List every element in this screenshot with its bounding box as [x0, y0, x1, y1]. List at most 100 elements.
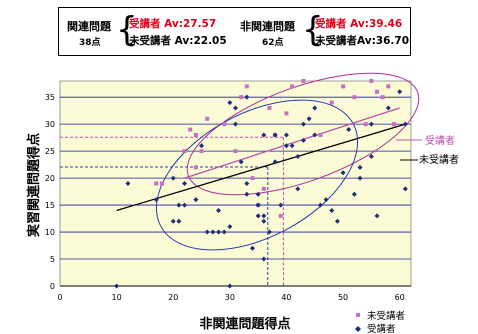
untrained-point-58	[402, 186, 408, 192]
untrained-point-16	[227, 100, 233, 106]
y-axis-label: 実習関連問題得点	[26, 133, 42, 237]
trained-line-label: 受講者	[425, 134, 455, 147]
untrained-point-12	[216, 229, 222, 235]
untrained-point-50	[351, 191, 357, 197]
average-reference-lines	[60, 136, 284, 286]
unrelated-brace: {	[302, 10, 324, 50]
untrained-point-55	[374, 213, 380, 219]
untrained-point-7	[182, 181, 188, 186]
summary-box: 関連問題 38点 { 受講者 Av:27.57 未受講者 Av:22.05 非関…	[58, 7, 411, 56]
trained-point-28	[380, 95, 385, 100]
untrained-point-1	[125, 181, 131, 186]
trained-point-20	[301, 79, 306, 83]
tick-labels: 0 5 10 15 20 25 30 35 0 10 20 30 40 50 60	[45, 93, 405, 302]
legend-untrained-label: 未受講者	[367, 310, 405, 322]
x-tick-label-60: 60	[395, 293, 405, 302]
untrained-point-27	[261, 132, 267, 138]
y-tick-label-30: 30	[45, 120, 55, 129]
untrained-point-46	[329, 207, 335, 213]
untrained-point-54	[368, 154, 374, 160]
untrained-point-39	[300, 137, 306, 143]
trained-point-6	[199, 149, 204, 154]
untrained-point-60	[227, 283, 233, 289]
untrained-point-0	[114, 283, 120, 289]
untrained-point-61	[182, 202, 188, 208]
trained-point-27	[375, 89, 380, 94]
untrained-point-17	[233, 105, 238, 111]
legend-untrained-marker	[356, 313, 360, 317]
untrained-point-51	[357, 164, 363, 170]
untrained-point-49	[346, 127, 352, 133]
untrained-point-8	[193, 197, 199, 203]
plot-area	[59, 80, 412, 287]
trained-point-26	[369, 79, 374, 83]
untrained-point-34	[283, 143, 289, 149]
trained-ellipse	[186, 72, 420, 196]
untrained-point-5	[176, 218, 182, 224]
untrained-point-59	[402, 121, 408, 127]
untrained-point-52	[357, 175, 363, 181]
untrained-point-44	[317, 202, 323, 208]
unrelated-summary: 非関連問題 62点 { 受講者 Av:39.46 未受講者Av:36.70	[234, 8, 412, 55]
trained-point-30	[392, 122, 397, 127]
trained-point-17	[278, 213, 283, 218]
trained-point-18	[284, 111, 289, 116]
x-axis-label: 非関連問題得点	[199, 316, 290, 332]
y-tick-label-15: 15	[45, 201, 55, 210]
untrained-point-26	[261, 256, 267, 262]
untrained-point-38	[295, 186, 301, 192]
y-tick-label-0: 0	[50, 282, 55, 291]
x-tick-label-30: 30	[225, 293, 235, 302]
related-trained-line: 受講者 Av:27.57	[129, 16, 216, 31]
related-trained-label: 受講者	[129, 18, 161, 30]
trained-point-11	[244, 84, 249, 89]
trained-point-14	[261, 186, 266, 191]
trained-point-29	[386, 84, 391, 89]
trained-point-7	[205, 116, 210, 121]
untrained-point-15	[227, 224, 233, 230]
untrained-point-6	[176, 202, 182, 208]
untrained-point-25	[255, 213, 261, 219]
related-untrained-av: Av:22.05	[174, 35, 227, 47]
trained-point-25	[363, 122, 368, 127]
untrained-point-31	[272, 132, 278, 138]
y-tick-label-10: 10	[45, 228, 55, 237]
y-tick-label-20: 20	[45, 174, 55, 183]
untrained-point-21	[244, 191, 250, 197]
untrained-point-24	[255, 191, 261, 197]
untrained-point-33	[278, 202, 284, 208]
untrained-point-3	[170, 175, 176, 181]
trained-point-19	[290, 84, 295, 89]
trained-point-4	[193, 165, 198, 170]
untrained-point-9	[199, 143, 205, 149]
untrained-point-47	[334, 218, 340, 224]
unrelated-name: 非関連問題	[240, 20, 295, 33]
x-tick-label-40: 40	[281, 293, 291, 302]
untrained-line-label: 未受講者	[419, 153, 459, 166]
unrelated-trained-av: Av:39.46	[350, 18, 403, 30]
trained-point-23	[341, 84, 346, 89]
untrained-point-4	[170, 218, 176, 224]
unrelated-untrained-line: 未受講者Av:36.70	[315, 33, 409, 48]
x-tick-label-50: 50	[338, 293, 348, 302]
untrained-point-10	[204, 229, 210, 235]
trained-point-22	[329, 100, 334, 105]
unrelated-untrained-av: Av:36.70	[357, 35, 410, 47]
untrained-point-43	[312, 132, 318, 138]
unrelated-count: 62点	[262, 38, 284, 48]
related-name: 関連問題	[67, 20, 111, 33]
trained-point-5	[193, 132, 198, 137]
untrained-point-11	[210, 229, 216, 235]
untrained-point-57	[397, 89, 403, 95]
related-brace: {	[116, 10, 138, 50]
trained-point-21	[318, 132, 323, 137]
untrained-point-35	[283, 132, 289, 138]
untrained-point-32	[272, 159, 278, 165]
x-tick-label-0: 0	[57, 293, 62, 302]
related-untrained-line: 未受講者 Av:22.05	[129, 33, 227, 48]
unrelated-untrained-label: 未受講者	[315, 35, 357, 47]
x-tick-label-20: 20	[168, 293, 178, 302]
untrained-point-42	[312, 105, 318, 111]
untrained-point-53	[368, 121, 374, 127]
related-trained-av: Av:27.57	[164, 18, 217, 30]
